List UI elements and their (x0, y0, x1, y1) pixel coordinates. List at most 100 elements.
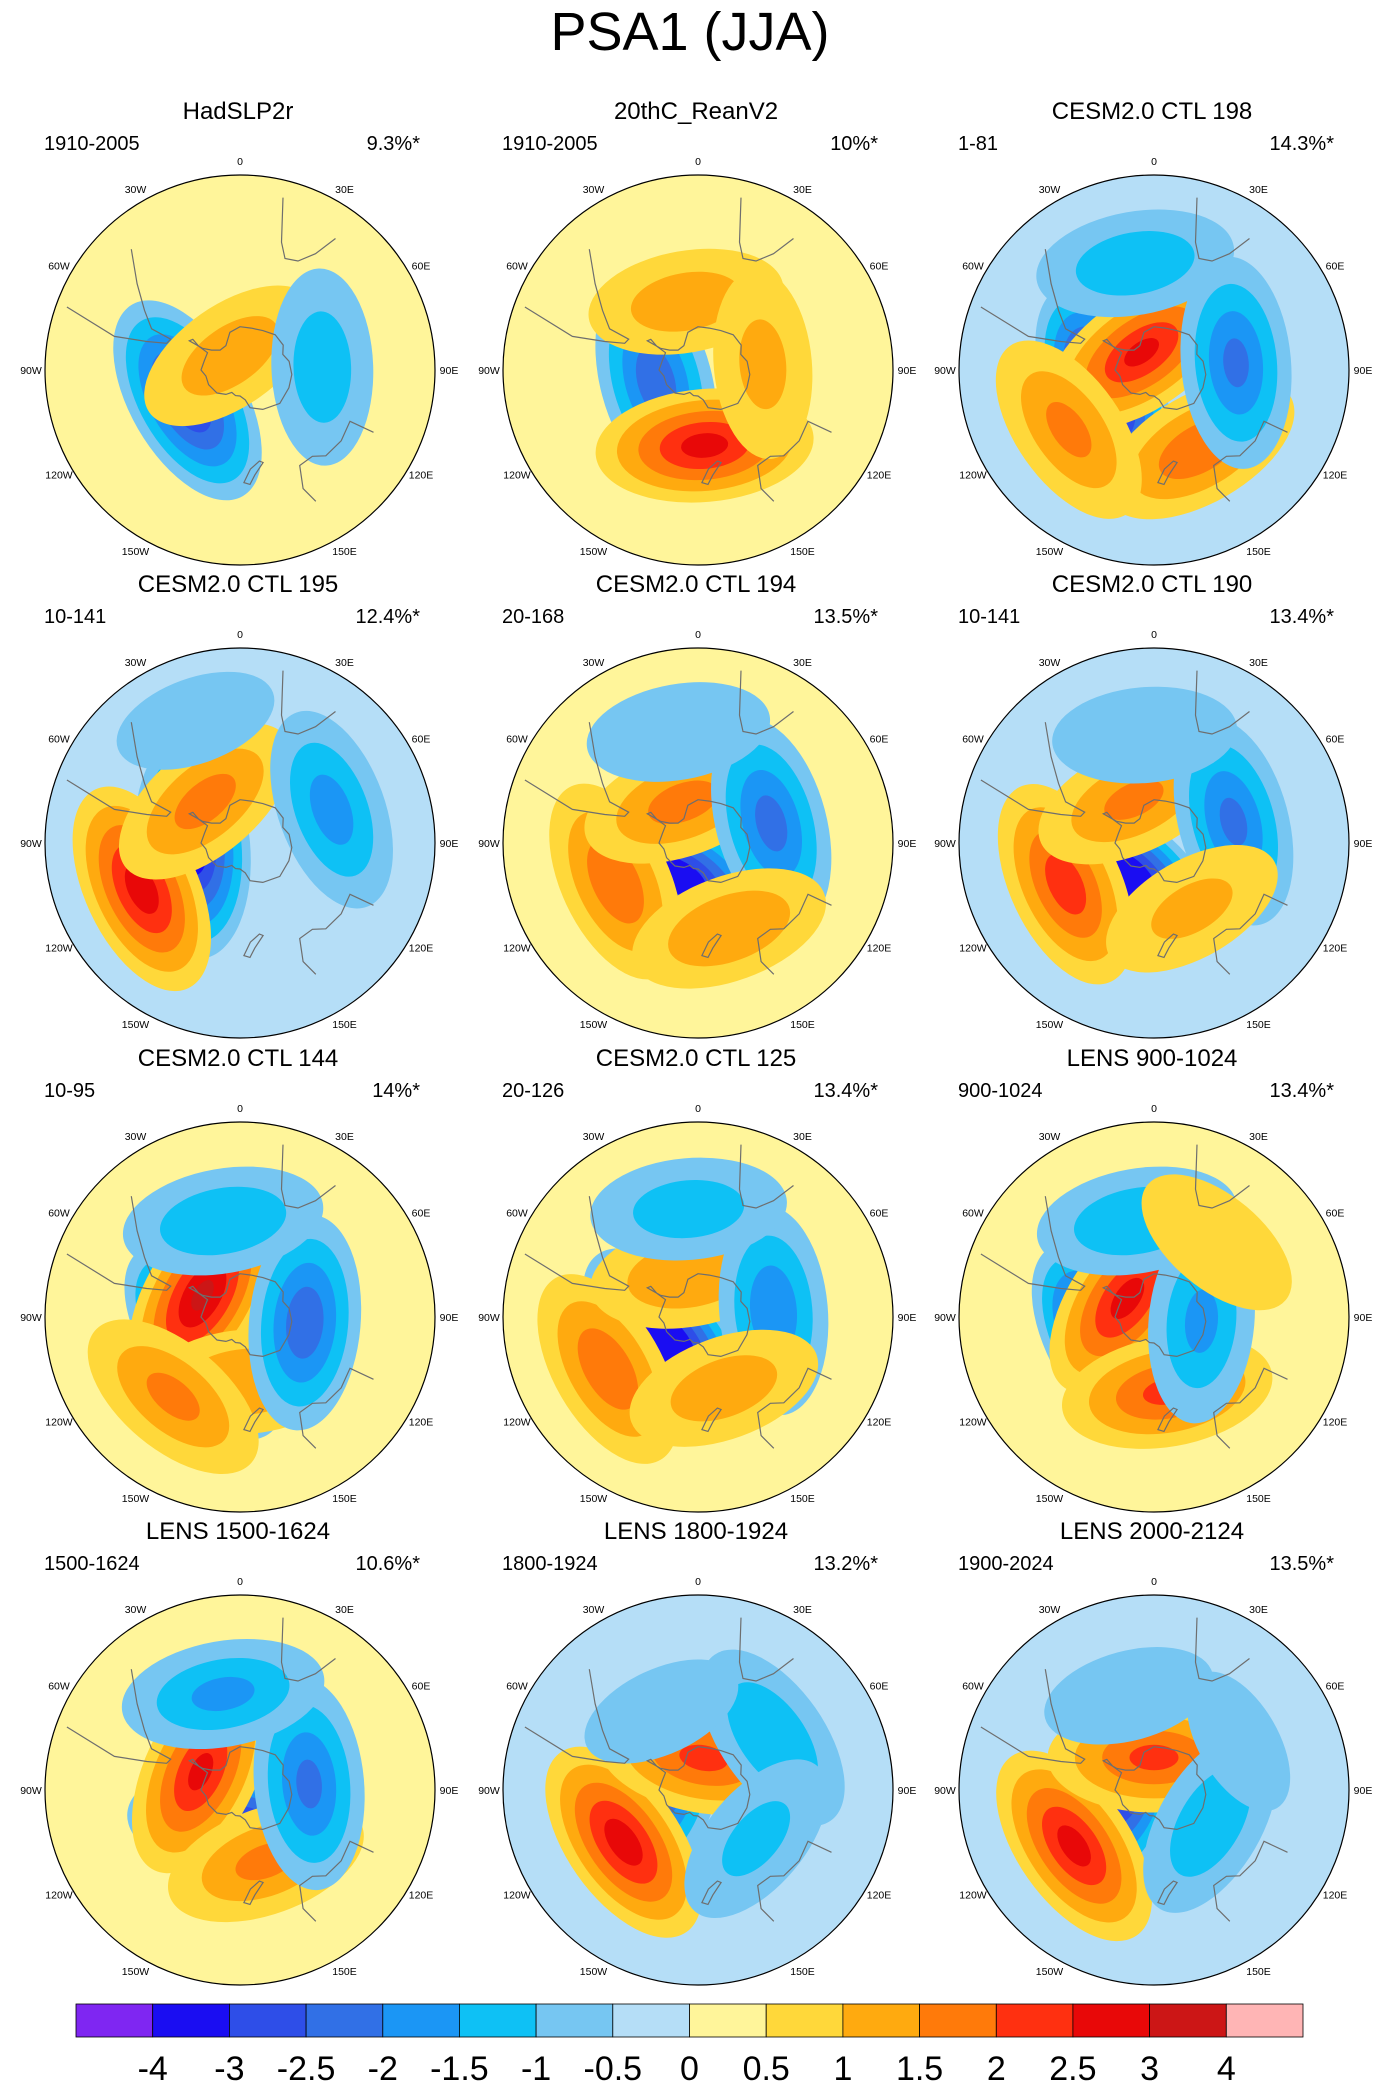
coastline (243, 460, 265, 486)
colorbar-swatch (1072, 2003, 1151, 2038)
colorbar-tick-label: -1.5 (430, 2050, 489, 2086)
lon-label-150e: 150E (332, 1493, 357, 1505)
contour-level (1104, 779, 1164, 820)
panel-period: 10-95 (44, 1080, 96, 1102)
lon-label-0: 0 (1151, 1103, 1157, 1115)
coastlines (980, 1617, 1288, 1922)
lon-label-150w: 150W (122, 1493, 150, 1505)
contour-level (309, 774, 354, 845)
anomaly-center (684, 1759, 828, 1919)
coastlines (66, 197, 374, 502)
lon-label-30e: 30E (793, 184, 812, 196)
lon-label-90w: 90W (934, 365, 956, 377)
colorbar: -4 -3 -2.5 -2 -1.5 -1 -0.5 0 0.5 1 1.5 2 2.5 3 4 (75, 2003, 1304, 2086)
figure-title: PSA1 (JJA) (550, 2, 830, 62)
colorbar-swatch (919, 2003, 997, 2038)
coastline (1194, 197, 1250, 262)
panel-title: CESM2.0 CTL 194 (595, 571, 797, 598)
coastline (524, 1196, 630, 1291)
lon-label-120e: 120E (1323, 1890, 1348, 1902)
lon-label-150e: 150E (332, 1019, 357, 1031)
lon-label-60w: 60W (962, 734, 984, 746)
map-panel: 030E60E90E120E150E180150W120W90W60W30WCE… (466, 571, 926, 1041)
lon-label-0: 0 (695, 1576, 701, 1588)
coastlines (980, 197, 1288, 502)
lon-label-30w: 30W (125, 184, 147, 196)
contour-level (679, 1744, 728, 1772)
lon-label-30e: 30E (793, 657, 812, 669)
lon-label-90w: 90W (478, 1312, 500, 1324)
coastlines (980, 1144, 1288, 1449)
coastline (645, 799, 751, 884)
lon-label-30e: 30E (1249, 184, 1268, 196)
lon-label-0: 0 (695, 629, 701, 641)
coastline (243, 1407, 265, 1433)
colorbar-swatch (765, 2003, 844, 2038)
coastline (1101, 1273, 1207, 1358)
colorbar-swatch (842, 2003, 921, 2038)
lon-label-30w: 30W (583, 184, 605, 196)
coastline (1157, 933, 1179, 959)
contour-level (174, 773, 236, 830)
lon-label-90w: 90W (20, 365, 42, 377)
coastline (187, 1746, 293, 1831)
lon-label-60e: 60E (1326, 261, 1345, 273)
lon-label-150e: 150E (790, 1493, 815, 1505)
coastline (1194, 670, 1250, 735)
lon-label-120e: 120E (409, 943, 434, 955)
polar-map: 030E60E90E120E150E180150W120W90W60W30W (934, 1576, 1372, 1986)
colorbar-swatch (1149, 2003, 1227, 2038)
coastline (645, 326, 751, 411)
lon-label-60w: 60W (962, 1681, 984, 1693)
panel-title: HadSLP2r (182, 98, 294, 125)
lon-label-90e: 90E (898, 365, 917, 377)
polar-map: 030E60E90E120E150E180150W120W90W60W30W (20, 1576, 458, 1986)
lon-label-90e: 90E (898, 1312, 917, 1324)
coastline (701, 933, 723, 959)
contour-level (116, 671, 275, 770)
lon-label-30e: 30E (1249, 1604, 1268, 1616)
colorbar-swatch (382, 2003, 460, 2038)
lon-label-120e: 120E (409, 470, 434, 482)
anomaly-center (121, 1638, 325, 1750)
coastline (1157, 460, 1179, 486)
lon-label-150w: 150W (122, 1019, 150, 1031)
coastlines (980, 670, 1288, 975)
coastlines (524, 197, 832, 502)
lon-label-120e: 120E (1323, 1417, 1348, 1429)
coastline (701, 1407, 723, 1433)
coastlines (524, 670, 832, 975)
anomaly-center (713, 269, 813, 460)
coastline (299, 893, 374, 975)
lon-label-150w: 150W (580, 1966, 608, 1978)
map-panel: 030E60E90E120E150E180150W120W90W60W30WCE… (8, 1045, 468, 1515)
panel-period: 900-1024 (958, 1080, 1043, 1102)
lon-label-120e: 120E (409, 1417, 434, 1429)
coastline (1213, 1840, 1288, 1922)
lon-label-90e: 90E (898, 838, 917, 850)
colorbar-tick-label: 3 (1140, 2050, 1159, 2086)
map-panel: 030E60E90E120E150E180150W120W90W60W30WLE… (8, 1518, 468, 1988)
contour-level (1141, 1174, 1292, 1311)
lon-label-30w: 30W (1039, 1604, 1061, 1616)
contour-level (670, 1355, 778, 1422)
lon-label-90w: 90W (934, 1312, 956, 1324)
panel-title: CESM2.0 CTL 125 (595, 1045, 797, 1072)
contour-level (1184, 1289, 1219, 1353)
coastlines (524, 1144, 832, 1449)
contour-level (1110, 1277, 1145, 1319)
panel-title: LENS 1800-1924 (603, 1518, 789, 1545)
polar-map: 030E60E90E120E150E180150W120W90W60W30W (478, 156, 917, 566)
lon-label-90w: 90W (20, 1785, 42, 1797)
lon-label-60w: 60W (48, 1208, 70, 1220)
lon-label-60e: 60E (412, 1681, 431, 1693)
anomaly-center (1186, 1671, 1291, 1811)
anomaly-center (253, 1677, 365, 1891)
colorbar-tick-label: -2 (368, 2050, 398, 2086)
coastlines (66, 1617, 374, 1922)
map-border (44, 647, 436, 1039)
polar-map: 030E60E90E120E150E180150W120W90W60W30W (20, 156, 458, 566)
contour-level (1044, 1647, 1214, 1745)
lon-label-0: 0 (237, 156, 243, 168)
lon-label-150w: 150W (1036, 1019, 1064, 1031)
